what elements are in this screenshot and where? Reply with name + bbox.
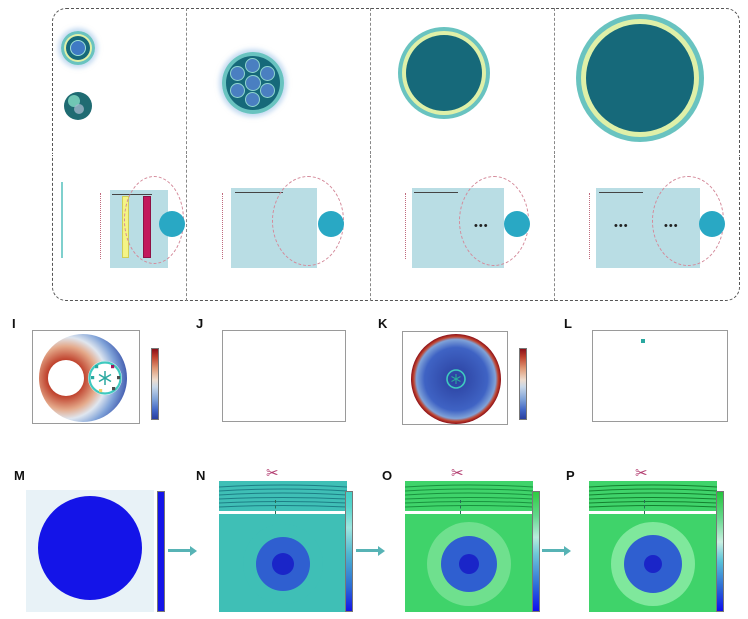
e-delta-arrow bbox=[100, 193, 101, 259]
f-top-bus bbox=[235, 192, 283, 194]
row1-divider-1 bbox=[186, 8, 187, 154]
p-scissors-icon: ✂ bbox=[635, 465, 648, 482]
transition-arrow-head-n-o bbox=[378, 546, 385, 556]
row2-divider-3 bbox=[554, 155, 555, 301]
panel-letter-j: J bbox=[196, 316, 204, 331]
j-current-density-curve bbox=[223, 331, 347, 423]
p-colorbar bbox=[716, 491, 724, 612]
row2-dashed-container bbox=[52, 155, 740, 301]
cecn-core bbox=[586, 24, 694, 132]
o-stress-map bbox=[405, 514, 533, 612]
cec2-fiber-s bbox=[245, 92, 260, 107]
row1-dashed-container bbox=[52, 8, 740, 154]
tc-inclusion-2 bbox=[74, 104, 84, 114]
cec2-fiber-n bbox=[245, 58, 260, 73]
g-voltage-node bbox=[504, 211, 530, 237]
k-colorbar bbox=[519, 348, 527, 420]
transition-arrow-body-m-n bbox=[168, 549, 190, 552]
cec3-core bbox=[406, 35, 482, 111]
f-delta-arrow bbox=[222, 193, 223, 259]
panel-letter-o: O bbox=[382, 468, 393, 483]
k-potential-map bbox=[411, 334, 501, 424]
o-cut-line bbox=[460, 500, 461, 514]
cec2-fiber-center bbox=[245, 75, 261, 91]
p-bundle-strip bbox=[589, 481, 717, 511]
m-colorbar bbox=[157, 491, 165, 612]
transition-arrow-body-o-p bbox=[542, 549, 564, 552]
e-voltage-node bbox=[159, 211, 185, 237]
k-plot-frame bbox=[402, 331, 508, 425]
f-voltage-node bbox=[318, 211, 344, 237]
n-colorbar bbox=[345, 491, 353, 612]
panel-letter-i: I bbox=[12, 316, 16, 331]
j-plot-frame bbox=[222, 330, 346, 422]
row2-divider-2 bbox=[370, 155, 371, 301]
p-stress-map bbox=[589, 514, 717, 612]
i-plot-frame bbox=[32, 330, 140, 424]
h-voltage-node bbox=[699, 211, 725, 237]
cec2-fiber-nw bbox=[230, 66, 245, 81]
transition-arrow-body-n-o bbox=[356, 549, 378, 552]
o-stress-map-container bbox=[405, 514, 533, 612]
o-colorbar bbox=[532, 491, 540, 612]
n-cut-line bbox=[275, 500, 276, 514]
o-scissors-icon: ✂ bbox=[451, 465, 464, 482]
n-stress-map-container bbox=[219, 514, 347, 612]
g-delta-arrow bbox=[405, 193, 406, 259]
o-twisted-bundle-side-view bbox=[405, 481, 533, 511]
panel-letter-l: L bbox=[564, 316, 572, 331]
m-plot-background bbox=[26, 490, 154, 612]
i-potential-map bbox=[39, 334, 127, 422]
n-stress-map bbox=[219, 514, 347, 612]
h-top-bus bbox=[599, 192, 643, 194]
panel-letter-p: P bbox=[566, 468, 575, 483]
m-stress-map bbox=[38, 496, 142, 600]
l-series-marker-icon bbox=[641, 339, 645, 343]
transition-arrow-head-o-p bbox=[564, 546, 571, 556]
cec2-fiber-ne bbox=[260, 66, 275, 81]
h-delta-arrow bbox=[589, 193, 590, 259]
g-top-bus bbox=[414, 192, 458, 194]
p-stress-map-container bbox=[589, 514, 717, 612]
row2-divider-1 bbox=[186, 155, 187, 301]
o-bundle-strip bbox=[405, 481, 533, 511]
l-plot-frame bbox=[592, 330, 728, 422]
transition-arrow-head-m-n bbox=[190, 546, 197, 556]
n-bundle-strip bbox=[219, 481, 347, 511]
cec1-center-fiber bbox=[70, 40, 86, 56]
p-twisted-bundle-side-view bbox=[589, 481, 717, 511]
cec2-fiber-sw bbox=[230, 83, 245, 98]
p-cut-line bbox=[644, 500, 645, 514]
panel-letter-k: K bbox=[378, 316, 388, 331]
cec2-fiber-se bbox=[260, 83, 275, 98]
row1-divider-3 bbox=[554, 8, 555, 154]
panel-letter-n: N bbox=[196, 468, 206, 483]
l-current-density-curve bbox=[593, 331, 729, 423]
decreasing-label bbox=[61, 182, 63, 258]
n-scissors-icon: ✂ bbox=[266, 465, 279, 482]
row1-divider-2 bbox=[370, 8, 371, 154]
h-ellipsis-icon-left: ••• bbox=[614, 220, 629, 232]
i-colorbar bbox=[151, 348, 159, 420]
n-twisted-bundle-side-view bbox=[219, 481, 347, 511]
panel-letter-m: M bbox=[14, 468, 25, 483]
